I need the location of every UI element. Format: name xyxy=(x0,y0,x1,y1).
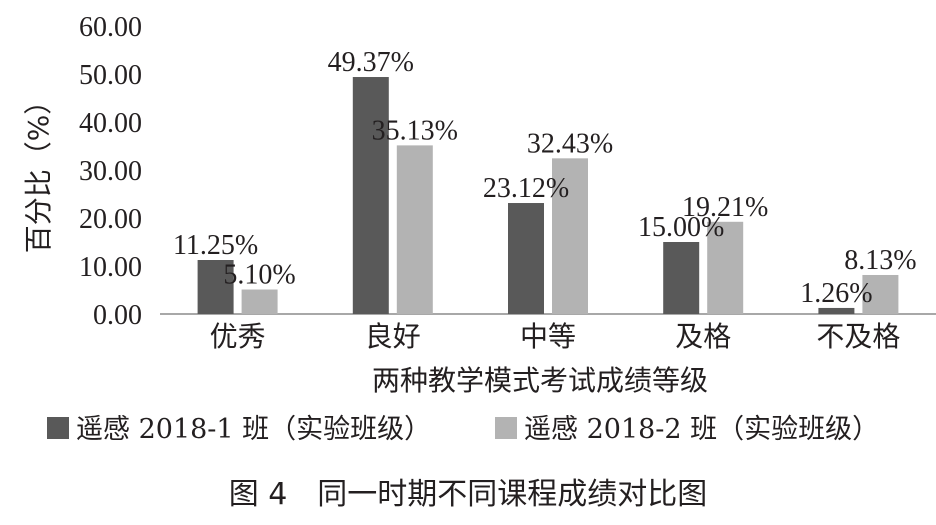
data-label-series-1-3: 15.00% xyxy=(638,212,724,243)
bar-series-2-4 xyxy=(862,274,899,314)
y-tick-label: 30.00 xyxy=(79,156,142,187)
figure-caption: 图 4 同一时期不同课程成绩对比图 xyxy=(229,477,708,512)
category-labels: 优秀 良好 中等 及格 不及格 xyxy=(210,320,901,353)
bar-series-1-1 xyxy=(352,77,389,314)
data-label-series-2-0: 5.10% xyxy=(223,260,295,291)
data-label-series-2-2: 32.43% xyxy=(527,128,613,159)
category-label: 中等 xyxy=(520,320,576,353)
bar-series-2-2 xyxy=(552,158,588,314)
y-tick-label: 0.00 xyxy=(93,300,142,331)
data-label-series-2-1: 35.13% xyxy=(372,115,458,146)
bar-series-2-3 xyxy=(707,221,744,314)
data-label-series-1-1: 49.37% xyxy=(328,47,414,78)
legend-swatch-series-2 xyxy=(495,417,517,439)
y-axis-title: 百分比（%） xyxy=(22,87,55,254)
bar-series-1-4 xyxy=(818,307,855,314)
bar-series-2-1 xyxy=(396,145,433,314)
bar-series-1-0 xyxy=(197,260,234,314)
category-label: 及格 xyxy=(675,320,731,353)
data-label-series-1-0: 11.25% xyxy=(173,230,258,261)
bar-series-2-0 xyxy=(241,289,278,314)
data-label-series-2-3: 19.21% xyxy=(682,192,768,223)
y-tick-label: 20.00 xyxy=(79,204,142,235)
category-label: 良好 xyxy=(365,320,421,353)
y-axis-title-group: 百分比（%） xyxy=(22,87,55,254)
data-label-series-2-4: 8.13% xyxy=(844,245,916,276)
bars xyxy=(197,77,899,314)
legend-swatch-series-1 xyxy=(47,417,69,439)
x-axis-title: 两种教学模式考试成绩等级 xyxy=(372,364,708,397)
data-label-series-1-4: 1.26% xyxy=(800,278,872,309)
data-labels: 11.25%5.10% 49.37% 35.13% 23.12% 32.43% 15.00… xyxy=(173,47,917,309)
y-tick-label: 60.00 xyxy=(79,12,142,43)
legend-label-series-1: 遥感 2018-1 班（实验班级） xyxy=(76,414,431,445)
y-tick-label: 10.00 xyxy=(79,252,142,283)
y-tick-label: 50.00 xyxy=(79,60,142,91)
legend-label-series-2: 遥感 2018-2 班（实验班级） xyxy=(524,414,879,445)
bar-series-1-2 xyxy=(508,203,544,314)
y-axis-ticks: 0.00 10.00 20.00 30.00 40.00 50.00 60.00 xyxy=(79,12,142,331)
category-label: 优秀 xyxy=(210,320,266,353)
category-label: 不及格 xyxy=(816,320,900,353)
bar-series-1-3 xyxy=(663,242,700,314)
data-label-series-1-2: 23.12% xyxy=(483,173,569,204)
legend: 遥感 2018-1 班（实验班级） 遥感 2018-2 班（实验班级） xyxy=(47,414,879,445)
y-tick-label: 40.00 xyxy=(79,108,142,139)
